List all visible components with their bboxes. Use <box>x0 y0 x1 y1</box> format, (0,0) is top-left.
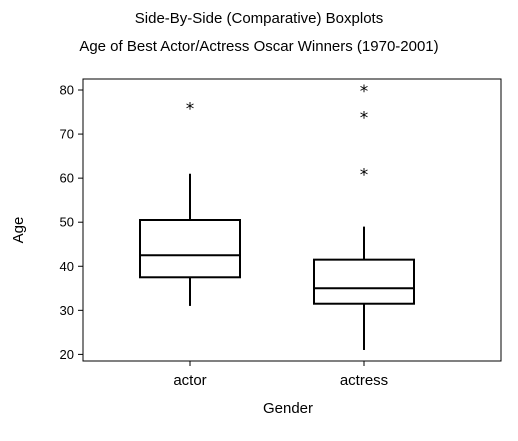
y-axis: 20 30 40 50 60 70 80 <box>60 83 83 362</box>
outlier-point: * <box>360 166 369 186</box>
y-tick-label: 60 <box>60 171 74 186</box>
box-iqr <box>139 219 241 279</box>
y-tick-label: 70 <box>60 127 74 142</box>
plot-frame <box>82 78 502 362</box>
chart-subtitle: Age of Best Actor/Actress Oscar Winners … <box>79 38 439 55</box>
box-iqr <box>313 258 415 305</box>
y-tick-label: 40 <box>60 259 74 274</box>
y-tick-label: 80 <box>60 83 74 98</box>
outlier-point: * <box>360 108 369 128</box>
chart-title: Side-By-Side (Comparative) Boxplots <box>134 10 384 27</box>
x-tick-label: actor <box>173 372 206 389</box>
boxes: * * * * <box>139 82 415 350</box>
outlier-point: * <box>360 82 369 102</box>
y-tick-label: 50 <box>60 215 74 230</box>
y-axis-label: Age <box>10 217 27 244</box>
x-axis: actor actress <box>173 361 388 389</box>
y-tick-label: 20 <box>60 347 74 362</box>
outlier-point: * <box>186 100 195 120</box>
y-tick-label: 30 <box>60 303 74 318</box>
x-axis-label: Gender <box>263 400 313 417</box>
x-tick-label: actress <box>340 372 388 389</box>
